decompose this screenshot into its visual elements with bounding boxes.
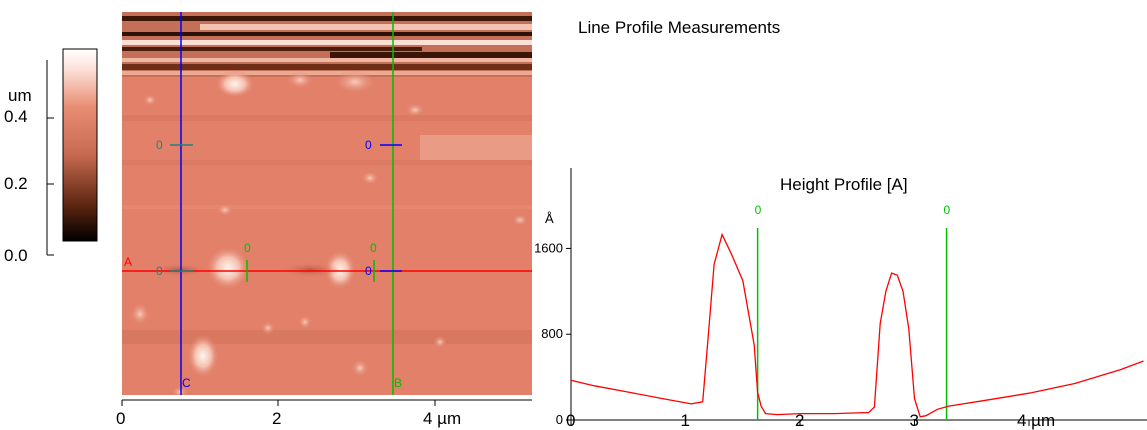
x-tick-label: 3 [910,411,919,430]
profile-cursor-label: 0 [944,203,951,217]
cursor-marker[interactable]: 0 [156,138,193,152]
x-tick-label: 0 [566,411,575,430]
cursor-marker[interactable]: 0 [365,264,402,278]
marker-label: 0 [244,241,251,255]
colorbar-unit: um [8,86,32,105]
image-x-tick-label: 4 µm [423,409,461,428]
line-c-label: C [182,376,191,390]
marker-label: 0 [156,264,163,278]
profile-cursor-label: 0 [755,203,762,217]
colorbar-tick-label: 0.0 [4,246,28,265]
x-ticks: 0 1 2 3 4 µm [566,411,1055,430]
colorbar-tick-label: 0.2 [4,174,28,193]
profile-series [570,232,1144,418]
image-x-tick-label: 2 [272,409,281,428]
cursor-marker[interactable]: 0 [244,241,251,282]
image-x-axis: 0 2 4 µm [116,399,532,428]
marker-label: 0 [156,138,163,152]
colorbar-tick-label: 0.4 [4,107,28,126]
profile-series-line [570,232,1144,418]
marker-label: 0 [365,138,372,152]
x-tick-label: 4 µm [1017,411,1055,430]
colorbar: um 0.4 0.2 0.0 [4,48,98,265]
cursor-marker[interactable]: 0 [370,241,377,282]
x-tick-label: 2 [795,411,804,430]
line-b-label: B [394,376,402,390]
cursor-marker[interactable]: 0 [365,138,402,152]
marker-label: 0 [365,264,372,278]
afm-image-panel: um 0.4 0.2 0.0 [4,12,532,428]
line-a-label: A [124,255,132,269]
x-tick-label: 1 [681,411,690,430]
window-title: Line Profile Measurements [578,18,781,37]
marker-label: 0 [370,241,377,255]
afm-height-image [122,12,532,395]
cursor-marker[interactable]: 0 [156,264,193,278]
image-x-tick-label: 0 [116,409,125,428]
chart-title: Height Profile [A] [780,175,908,194]
